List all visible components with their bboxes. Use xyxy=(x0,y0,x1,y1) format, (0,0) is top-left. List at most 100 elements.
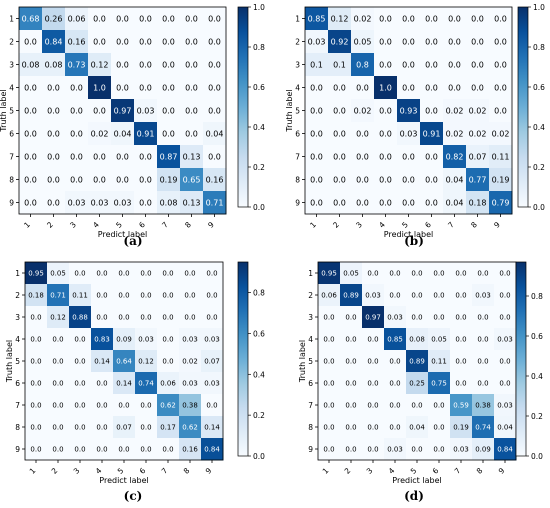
cell-value-label: 0.05 xyxy=(50,270,66,278)
matrix-cell xyxy=(305,122,329,146)
matrix-cell xyxy=(494,372,517,395)
matrix-cell xyxy=(472,438,495,461)
cell-value-label: 0.95 xyxy=(321,270,337,278)
matrix-cell xyxy=(157,191,181,215)
cell-value-label: 0.71 xyxy=(206,198,224,207)
cell-value-label: 0.0 xyxy=(494,14,507,23)
matrix-cell xyxy=(328,76,352,100)
cell-value-label: 0.92 xyxy=(331,37,349,46)
matrix-cell xyxy=(47,438,70,461)
x-tick-label: 4 xyxy=(94,466,104,476)
y-tick-label: 6 xyxy=(15,379,20,388)
cell-value-label: 0.0 xyxy=(379,60,392,69)
x-tick-label: 8 xyxy=(182,466,192,476)
cell-value-label: 0.0 xyxy=(47,152,60,161)
matrix-cell xyxy=(201,350,224,373)
cell-value-label: 0.0 xyxy=(402,60,415,69)
cell-value-label: 0.0 xyxy=(367,424,378,432)
matrix-cell xyxy=(91,394,114,417)
y-tick-label: 9 xyxy=(15,445,20,454)
matrix-cell xyxy=(397,122,421,146)
matrix-cell xyxy=(494,394,517,417)
colorbar-tick-label: 0.6 xyxy=(253,329,265,338)
cell-value-label: 0.0 xyxy=(499,358,510,366)
matrix-cell xyxy=(397,30,421,54)
colorbar-tick-label: 1.0 xyxy=(533,3,545,12)
cell-value-label: 0.0 xyxy=(448,83,461,92)
matrix-cell xyxy=(134,76,158,100)
cell-value-label: 0.0 xyxy=(208,106,221,115)
matrix-cell xyxy=(494,284,517,307)
cell-value-label: 0.0 xyxy=(74,380,85,388)
cell-value-label: 0.0 xyxy=(499,270,510,278)
cell-value-label: 0.0 xyxy=(24,37,37,46)
cell-value-label: 0.07 xyxy=(116,424,132,432)
cell-value-label: 0.06 xyxy=(321,292,337,300)
cell-value-label: 0.07 xyxy=(469,152,487,161)
cell-value-label: 0.75 xyxy=(431,380,447,388)
matrix-cell xyxy=(384,306,407,329)
cell-value-label: 0.0 xyxy=(139,152,152,161)
cell-value-label: 0.0 xyxy=(455,358,466,366)
matrix-cell xyxy=(466,191,490,215)
matrix-cell xyxy=(450,350,473,373)
cell-value-label: 0.0 xyxy=(494,83,507,92)
matrix-cell xyxy=(47,284,70,307)
matrix-cell xyxy=(47,306,70,329)
y-tick-label: 1 xyxy=(295,15,300,24)
matrix-cell xyxy=(351,145,375,169)
matrix-cell xyxy=(384,394,407,417)
cell-value-label: 0.0 xyxy=(455,380,466,388)
cell-value-label: 0.02 xyxy=(446,129,464,138)
matrix-cell xyxy=(88,191,112,215)
cell-value-label: 0.05 xyxy=(431,336,447,344)
x-tick-label: 1 xyxy=(22,220,32,230)
cell-value-label: 0.18 xyxy=(28,292,44,300)
x-tick-label: 7 xyxy=(160,220,170,230)
cell-value-label: 0.0 xyxy=(139,60,152,69)
matrix-cell xyxy=(351,76,375,100)
matrix-cell xyxy=(374,99,398,123)
cell-value-label: 0.0 xyxy=(425,14,438,23)
matrix-cell xyxy=(25,438,48,461)
cell-value-label: 0.0 xyxy=(24,83,37,92)
matrix-cell xyxy=(406,372,429,395)
matrix-cell xyxy=(328,99,352,123)
matrix-cell xyxy=(397,145,421,169)
matrix-cell xyxy=(362,350,385,373)
y-tick-label: 7 xyxy=(9,153,14,162)
cell-value-label: 0.19 xyxy=(160,175,178,184)
cell-value-label: 0.0 xyxy=(425,175,438,184)
cell-value-label: 0.0 xyxy=(367,380,378,388)
cell-value-label: 0.0 xyxy=(433,270,444,278)
matrix-cell xyxy=(443,76,467,100)
colorbar xyxy=(237,6,249,208)
matrix-cell xyxy=(406,328,429,351)
matrix-cell xyxy=(65,168,89,192)
cell-value-label: 0.0 xyxy=(30,446,41,454)
matrix-cell xyxy=(472,372,495,395)
cell-value-label: 0.0 xyxy=(96,292,107,300)
cell-value-label: 0.0 xyxy=(24,129,37,138)
matrix-cell xyxy=(179,350,202,373)
matrix-cell xyxy=(47,416,70,439)
matrix-cell xyxy=(397,99,421,123)
matrix-cell xyxy=(340,262,363,285)
matrix-cell xyxy=(88,122,112,146)
matrix-cell xyxy=(25,262,48,285)
matrix-cell xyxy=(340,394,363,417)
y-tick-label: 6 xyxy=(9,130,14,139)
matrix-cell xyxy=(134,99,158,123)
matrix-cell xyxy=(340,284,363,307)
cell-value-label: 0.03 xyxy=(68,198,86,207)
x-axis-label: Predict label xyxy=(384,230,433,239)
matrix-cell xyxy=(494,350,517,373)
matrix-cell xyxy=(111,191,135,215)
matrix-cell xyxy=(203,122,227,146)
matrix-cell xyxy=(88,99,112,123)
cell-value-label: 0.91 xyxy=(137,129,155,138)
cell-value-label: 0.0 xyxy=(379,198,392,207)
colorbar-tick-label: 0.2 xyxy=(253,411,265,420)
matrix-cell xyxy=(203,191,227,215)
cell-value-label: 0.0 xyxy=(116,60,129,69)
